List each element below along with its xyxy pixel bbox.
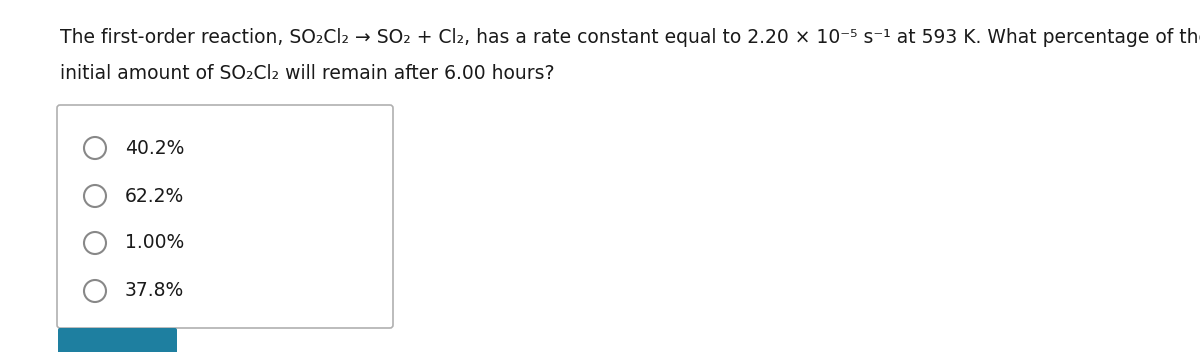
Text: 40.2%: 40.2% [125,138,185,157]
Circle shape [84,232,106,254]
Text: The first-order reaction, SO₂Cl₂ → SO₂ + Cl₂, has a rate constant equal to 2.20 : The first-order reaction, SO₂Cl₂ → SO₂ +… [60,28,1200,47]
Circle shape [84,137,106,159]
Text: 37.8%: 37.8% [125,282,185,301]
Text: 62.2%: 62.2% [125,187,185,206]
FancyBboxPatch shape [58,105,394,328]
Text: 1.00%: 1.00% [125,233,185,252]
Circle shape [84,185,106,207]
FancyBboxPatch shape [58,328,178,352]
Circle shape [84,280,106,302]
Text: initial amount of SO₂Cl₂ will remain after 6.00 hours?: initial amount of SO₂Cl₂ will remain aft… [60,64,554,83]
